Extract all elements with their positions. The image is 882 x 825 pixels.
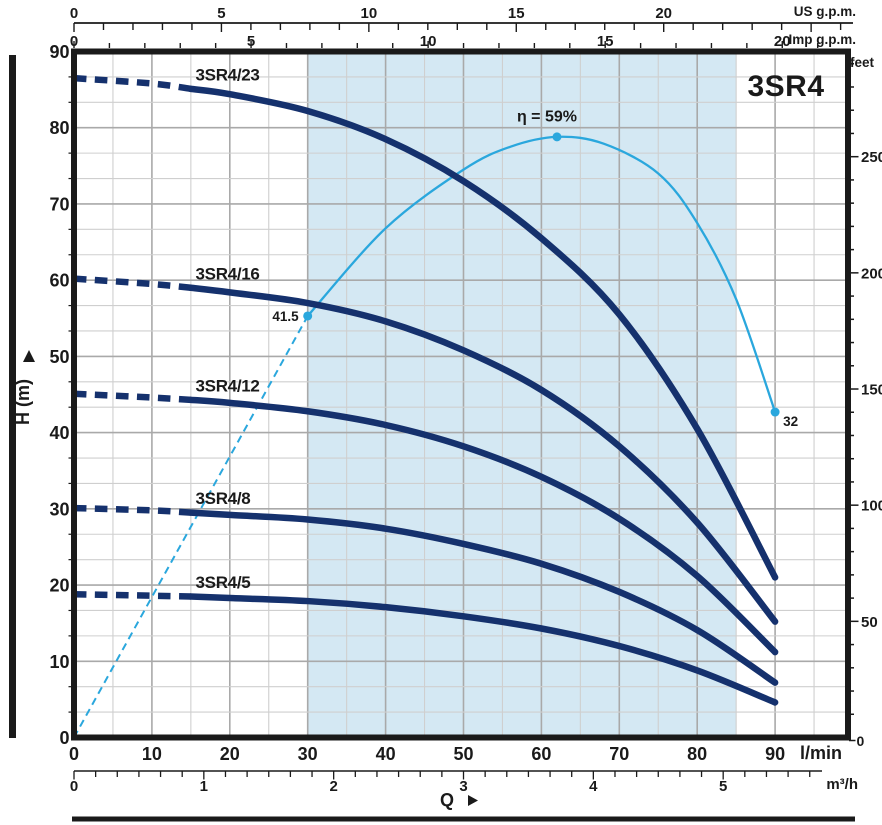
pump-curve-label: 3SR4/8 — [196, 489, 251, 508]
imp-gpm-tick-label: 5 — [247, 33, 255, 50]
lmin-tick-label: 10 — [142, 744, 162, 764]
pump-curve-dashed — [73, 275, 192, 292]
lmin-tick-label: 20 — [220, 744, 240, 764]
pump-curve-label: 3SR4/23 — [196, 65, 260, 84]
m3h-tick-label: 0 — [70, 778, 78, 795]
q-axis-arrow-icon — [468, 795, 478, 806]
feet-zero-label: 0 — [857, 733, 865, 749]
us-gpm-tick-label: 20 — [655, 5, 672, 22]
us-gpm-tick-label: 15 — [508, 5, 525, 22]
h-axis-tick-label: 30 — [49, 499, 69, 519]
feet-tick-label: 100 — [861, 498, 882, 515]
imp-gpm-tick-label: 15 — [597, 33, 614, 50]
m3h-tick-label: 4 — [589, 778, 598, 795]
lmin-tick-label: 70 — [609, 744, 629, 764]
pump-curve-label: 3SR4/5 — [196, 573, 251, 592]
h-axis-tick-label: 40 — [49, 423, 69, 443]
feet-tick-label: 50 — [861, 614, 878, 631]
efficiency-point — [770, 407, 780, 417]
h-axis-tick-label: 0 — [59, 728, 69, 748]
imp-gpm-axis-unit: Imp g.p.m. — [789, 32, 857, 47]
left-decor-bar — [9, 55, 16, 738]
h-axis-tick-label: 80 — [49, 118, 69, 138]
lmin-axis-unit: l/min — [800, 743, 842, 763]
lmin-tick-label: 40 — [376, 744, 396, 764]
chart-title: 3SR4 — [747, 70, 824, 103]
plot-border-rect — [71, 48, 851, 741]
pump-curve-solid — [187, 593, 779, 706]
efficiency-value-label: 41.5 — [272, 309, 299, 324]
axes: 0 5 10 15 200 5 10 15 20010203040506070809050100… — [49, 5, 882, 795]
efficiency-curve-solid — [306, 135, 777, 413]
pump-curves: 3SR4/23 3SR4/16 3SR4/12 3SR4/8 3SR4/5 — [73, 65, 779, 706]
recommended-operation-band — [307, 54, 737, 735]
h-axis-tick-label: 50 — [49, 347, 69, 367]
h-axis-tick-label: 70 — [49, 194, 69, 214]
imp-gpm-tick-label: 20 — [774, 33, 791, 50]
feet-tick-label: 200 — [861, 265, 882, 282]
feet-tick-label: 250 — [861, 149, 882, 166]
m3h-tick-label: 1 — [200, 778, 208, 795]
lmin-tick-label: 60 — [531, 744, 551, 764]
lmin-tick-label: 50 — [453, 744, 473, 764]
lmin-tick-label: 0 — [69, 744, 79, 764]
h-axis-tick-label: 90 — [49, 42, 69, 62]
pump-curve-dashed — [73, 590, 191, 600]
pump-curve-dashed — [73, 504, 192, 516]
efficiency-curve — [73, 135, 777, 738]
us-gpm-tick-label: 0 — [70, 5, 78, 22]
m3h-axis-unit: m³/h — [826, 776, 858, 793]
lmin-tick-label: 30 — [298, 744, 318, 764]
efficiency-value-label: 32 — [783, 414, 798, 429]
h-axis-tick-label: 10 — [49, 652, 69, 672]
plot-border — [71, 48, 851, 741]
h-axis-tick-label: 20 — [49, 576, 69, 596]
efficiency-point — [303, 311, 313, 321]
efficiency-markers: 41.5 η = 59% 32 — [272, 108, 798, 429]
lmin-tick-label: 90 — [765, 744, 785, 764]
us-gpm-tick-label: 5 — [217, 5, 225, 22]
static-labels: US g.p.m. Imp g.p.m. feet 3SR4 l/min m³/… — [13, 4, 875, 810]
lmin-tick-label: 80 — [687, 744, 707, 764]
efficiency-value-label: η = 59% — [517, 108, 577, 125]
imp-gpm-tick-label: 0 — [70, 33, 78, 50]
bottom-decor-bar — [72, 816, 855, 822]
band-rect — [307, 54, 737, 735]
us-gpm-axis-unit: US g.p.m. — [794, 4, 856, 19]
efficiency-point — [552, 132, 562, 142]
pump-curve-solid — [187, 509, 779, 686]
gridlines — [76, 54, 846, 735]
h-axis-arrow-icon — [23, 350, 35, 362]
pump-curve-solid — [187, 85, 779, 581]
imp-gpm-tick-label: 10 — [420, 33, 437, 50]
feet-axis-unit: feet — [850, 55, 875, 70]
us-gpm-tick-label: 10 — [361, 5, 378, 22]
pump-curve-solid — [187, 396, 779, 656]
pump-curve-label: 3SR4/12 — [196, 376, 260, 395]
m3h-tick-label: 5 — [719, 778, 727, 795]
pump-curve-label: 3SR4/16 — [196, 264, 260, 283]
pump-curve-dashed — [73, 390, 192, 404]
decorative-bars — [9, 55, 855, 822]
h-axis-tick-label: 60 — [49, 271, 69, 291]
q-axis-label: Q — [440, 790, 454, 810]
m3h-tick-label: 3 — [459, 778, 467, 795]
m3h-tick-label: 2 — [330, 778, 338, 795]
pump-curve-solid — [187, 284, 779, 625]
feet-tick-label: 150 — [861, 382, 882, 399]
pump-curve-dashed — [73, 74, 192, 93]
h-axis-label: H (m) — [13, 379, 33, 425]
efficiency-curve-dashed — [73, 315, 309, 738]
